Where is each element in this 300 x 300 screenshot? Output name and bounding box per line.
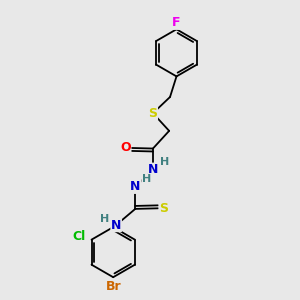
Text: Br: Br <box>105 280 121 292</box>
Text: S: S <box>148 107 158 120</box>
Text: N: N <box>130 180 140 193</box>
Text: O: O <box>120 141 131 154</box>
Text: N: N <box>148 163 158 176</box>
Text: F: F <box>172 16 181 29</box>
Text: N: N <box>111 219 121 232</box>
Text: Cl: Cl <box>73 230 86 243</box>
Text: S: S <box>159 202 168 215</box>
Text: H: H <box>142 174 151 184</box>
Text: H: H <box>100 214 110 224</box>
Text: H: H <box>160 158 169 167</box>
